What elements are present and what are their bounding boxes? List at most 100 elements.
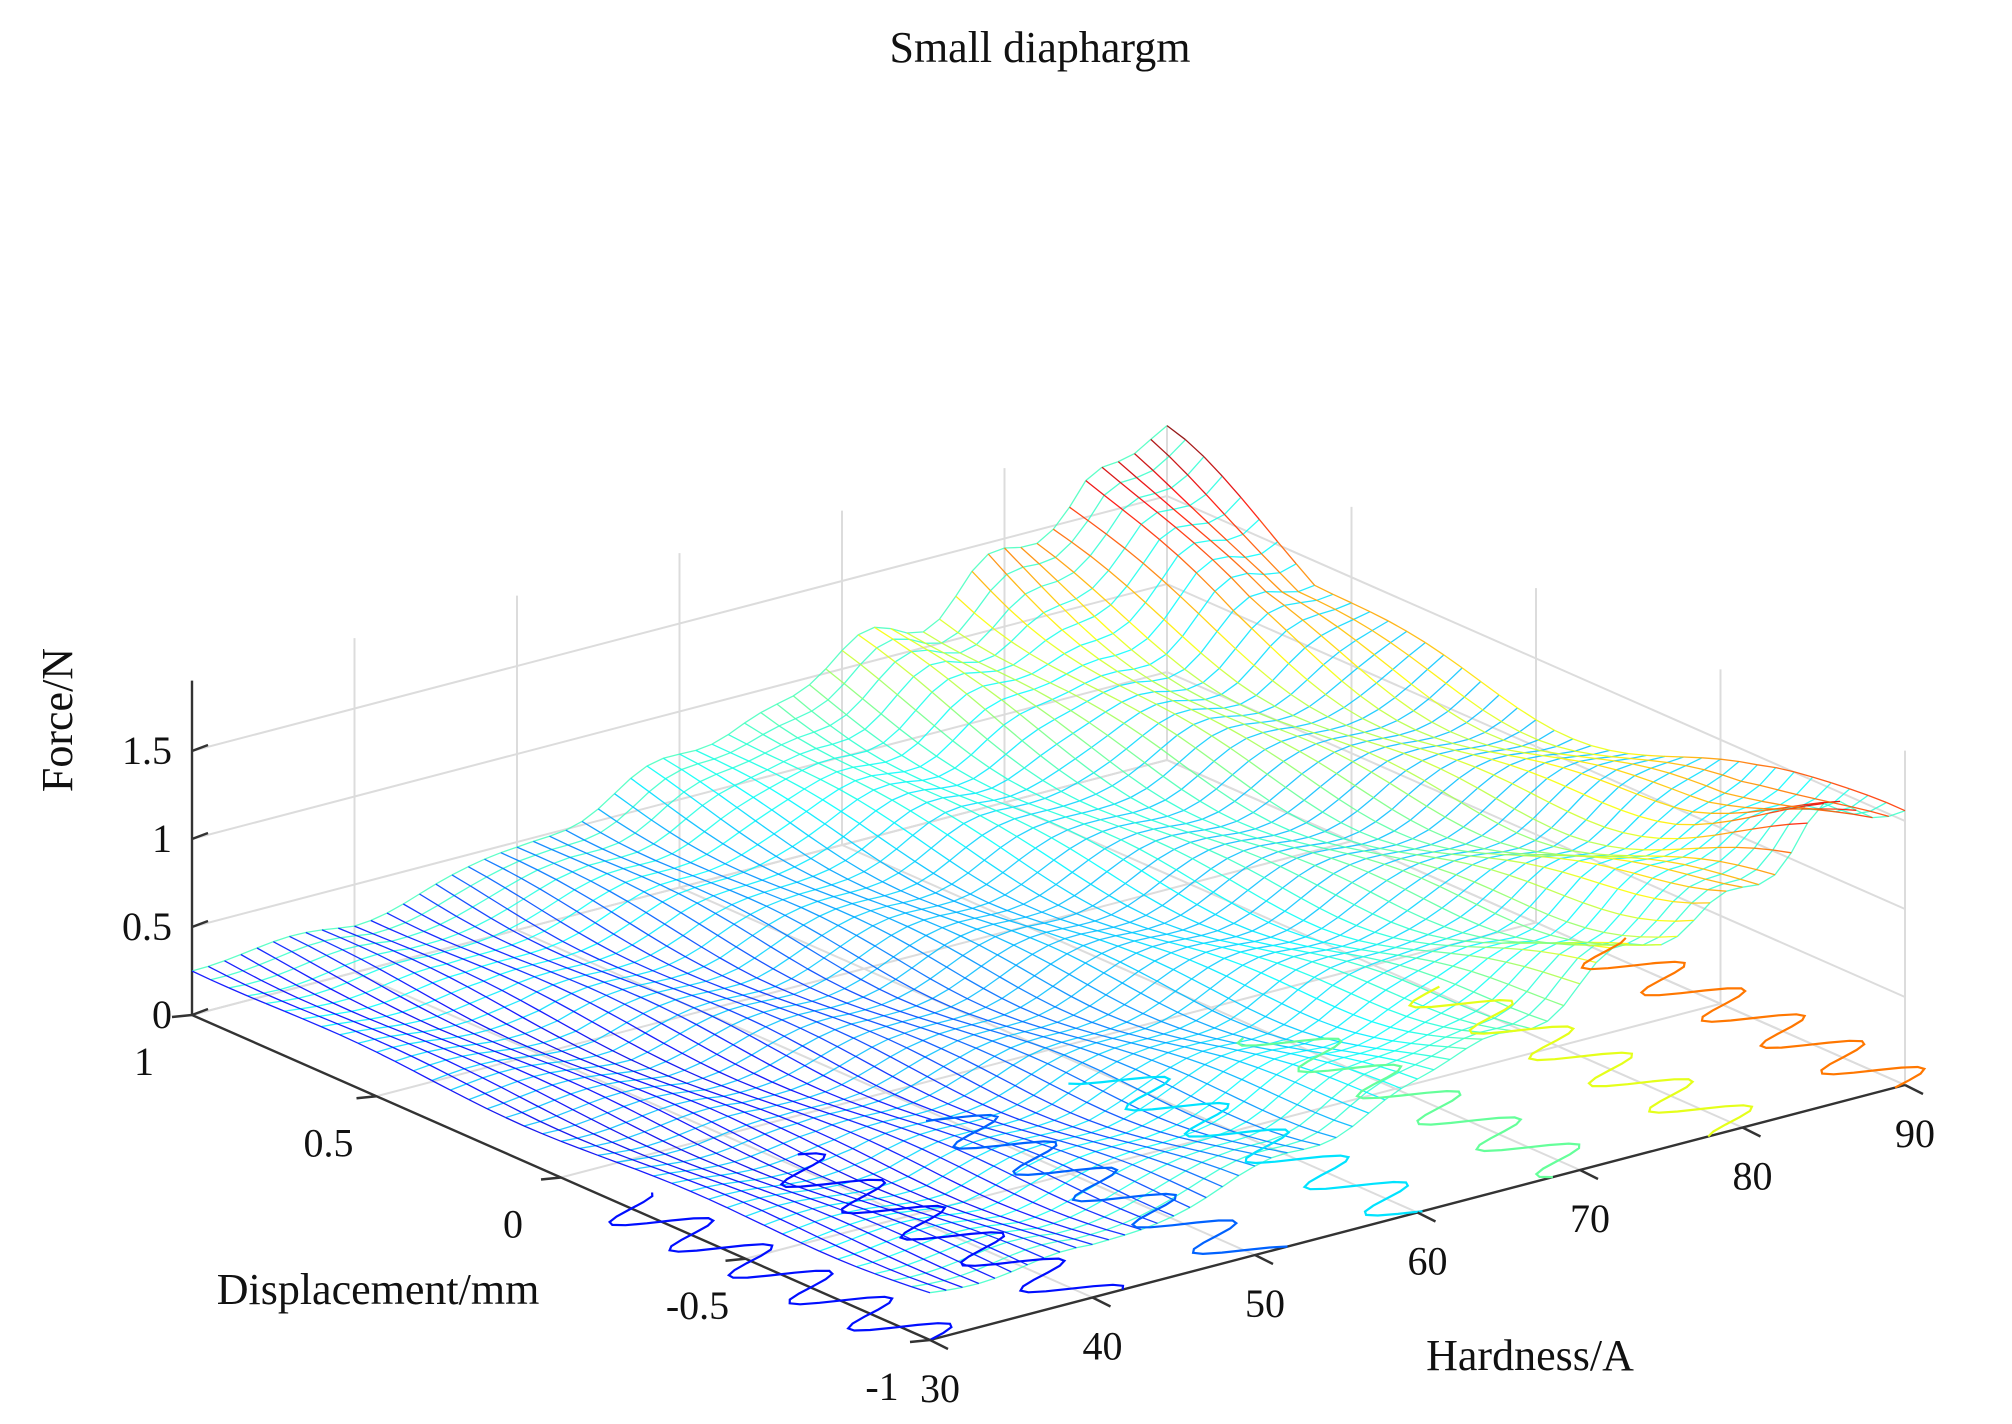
mesh-segment: [1115, 1172, 1135, 1182]
mesh-segment: [1162, 775, 1182, 790]
mesh-segment: [1068, 691, 1088, 702]
mesh-segment: [684, 956, 705, 968]
mesh-segment: [1313, 1089, 1333, 1099]
mesh-segment: [746, 1124, 766, 1135]
mesh-segment: [1043, 922, 1063, 930]
mesh-segment: [720, 1174, 740, 1183]
mesh-segment: [703, 966, 723, 977]
mesh-segment: [554, 1099, 574, 1111]
mesh-segment: [1085, 962, 1105, 974]
mesh-segment: [1329, 848, 1348, 855]
x-tick-label: 40: [1083, 1324, 1123, 1369]
mesh-segment: [870, 1247, 889, 1258]
mesh-segment: [1556, 745, 1576, 752]
mesh-segment: [1712, 820, 1732, 825]
mesh-segment: [1666, 860, 1686, 866]
mesh-segment: [671, 1182, 691, 1192]
mesh-segment: [1277, 541, 1297, 565]
mesh-segment: [906, 632, 926, 644]
mesh-segment: [1161, 579, 1181, 597]
mesh-segment: [1033, 688, 1053, 701]
mesh-segment: [1306, 679, 1327, 696]
mesh-segment: [1246, 572, 1267, 593]
mesh-segment: [1567, 810, 1587, 821]
mesh-segment: [1500, 842, 1520, 849]
mesh-segment: [1590, 852, 1610, 856]
y-tick-mark: [909, 1338, 931, 1344]
x-tick-label: 30: [920, 1366, 960, 1411]
mesh-segment: [956, 784, 976, 794]
mesh-segment: [1731, 816, 1751, 822]
mesh-segment: [647, 1051, 667, 1063]
mesh-segment: [764, 1133, 784, 1144]
mesh-segment: [419, 893, 439, 906]
mesh-segment: [1365, 857, 1385, 865]
mesh-segment: [1056, 743, 1076, 760]
mesh-segment: [1185, 1170, 1205, 1180]
mesh-segment: [1455, 983, 1474, 993]
mesh-segment: [1045, 639, 1065, 655]
mesh-segment: [1262, 732, 1282, 743]
mesh-segment: [1060, 1150, 1080, 1159]
mesh-segment: [321, 929, 341, 939]
mesh-segment: [971, 1024, 991, 1031]
mesh-segment: [1081, 812, 1101, 821]
mesh-segment: [903, 1140, 923, 1150]
mesh-segment: [1332, 984, 1352, 995]
mesh-segment: [309, 961, 329, 973]
mesh-segment: [1006, 573, 1026, 595]
mesh-segment: [815, 888, 834, 898]
mesh-segment: [1304, 647, 1324, 666]
mesh-segment: [1407, 794, 1428, 807]
mesh-segment: [1155, 840, 1175, 850]
mesh-segment: [1620, 809, 1640, 818]
mesh-segment: [1000, 1215, 1019, 1224]
mesh-segment: [894, 661, 915, 678]
mesh-segment: [1236, 820, 1256, 830]
mesh-segment: [1069, 1216, 1089, 1225]
mesh-segment: [966, 693, 986, 710]
mesh-segment: [1311, 722, 1331, 731]
mesh-segment: [924, 1056, 944, 1068]
mesh-segment: [789, 822, 809, 837]
mesh-segment: [683, 791, 703, 807]
mesh-segment: [538, 1009, 558, 1022]
mesh-segment: [457, 1036, 477, 1045]
mesh-segment: [428, 955, 448, 965]
mesh-segment: [1052, 528, 1073, 543]
mesh-segment: [1146, 1146, 1166, 1153]
mesh-segment: [911, 1286, 931, 1294]
mesh-segment: [1152, 945, 1172, 954]
mesh-segment: [823, 957, 843, 970]
mesh-segment: [1599, 882, 1618, 890]
contour-line: [925, 1113, 1288, 1256]
mesh-segment: [1534, 940, 1553, 945]
mesh-segment: [872, 925, 892, 936]
mesh-segment: [815, 747, 835, 759]
mesh-segment: [1577, 957, 1597, 964]
mesh-segment: [862, 1105, 882, 1113]
mesh-segment: [695, 1127, 715, 1139]
mesh-segment: [1130, 1151, 1149, 1159]
mesh-segment: [1134, 1180, 1154, 1191]
mesh-segment: [975, 792, 995, 801]
mesh-segment: [1452, 965, 1472, 973]
mesh-segment: [797, 1122, 817, 1132]
mesh-segment: [326, 954, 346, 966]
mesh-segment: [972, 1141, 992, 1151]
mesh-segment: [892, 1075, 912, 1087]
mesh-segment: [1433, 736, 1453, 745]
mesh-segment: [673, 987, 693, 997]
mesh-segment: [940, 1157, 960, 1168]
z-tick-label: 0: [152, 992, 172, 1037]
mesh-segment: [653, 843, 673, 855]
mesh-segment: [1333, 1119, 1353, 1128]
mesh-segment: [470, 885, 490, 899]
mesh-segment: [1003, 724, 1023, 742]
mesh-segment: [515, 968, 535, 978]
mesh-segment: [1558, 753, 1578, 757]
mesh-segment: [1521, 853, 1540, 856]
mesh-segment: [1142, 562, 1163, 580]
mesh-segment: [1413, 710, 1433, 723]
mesh-segment: [224, 960, 244, 972]
